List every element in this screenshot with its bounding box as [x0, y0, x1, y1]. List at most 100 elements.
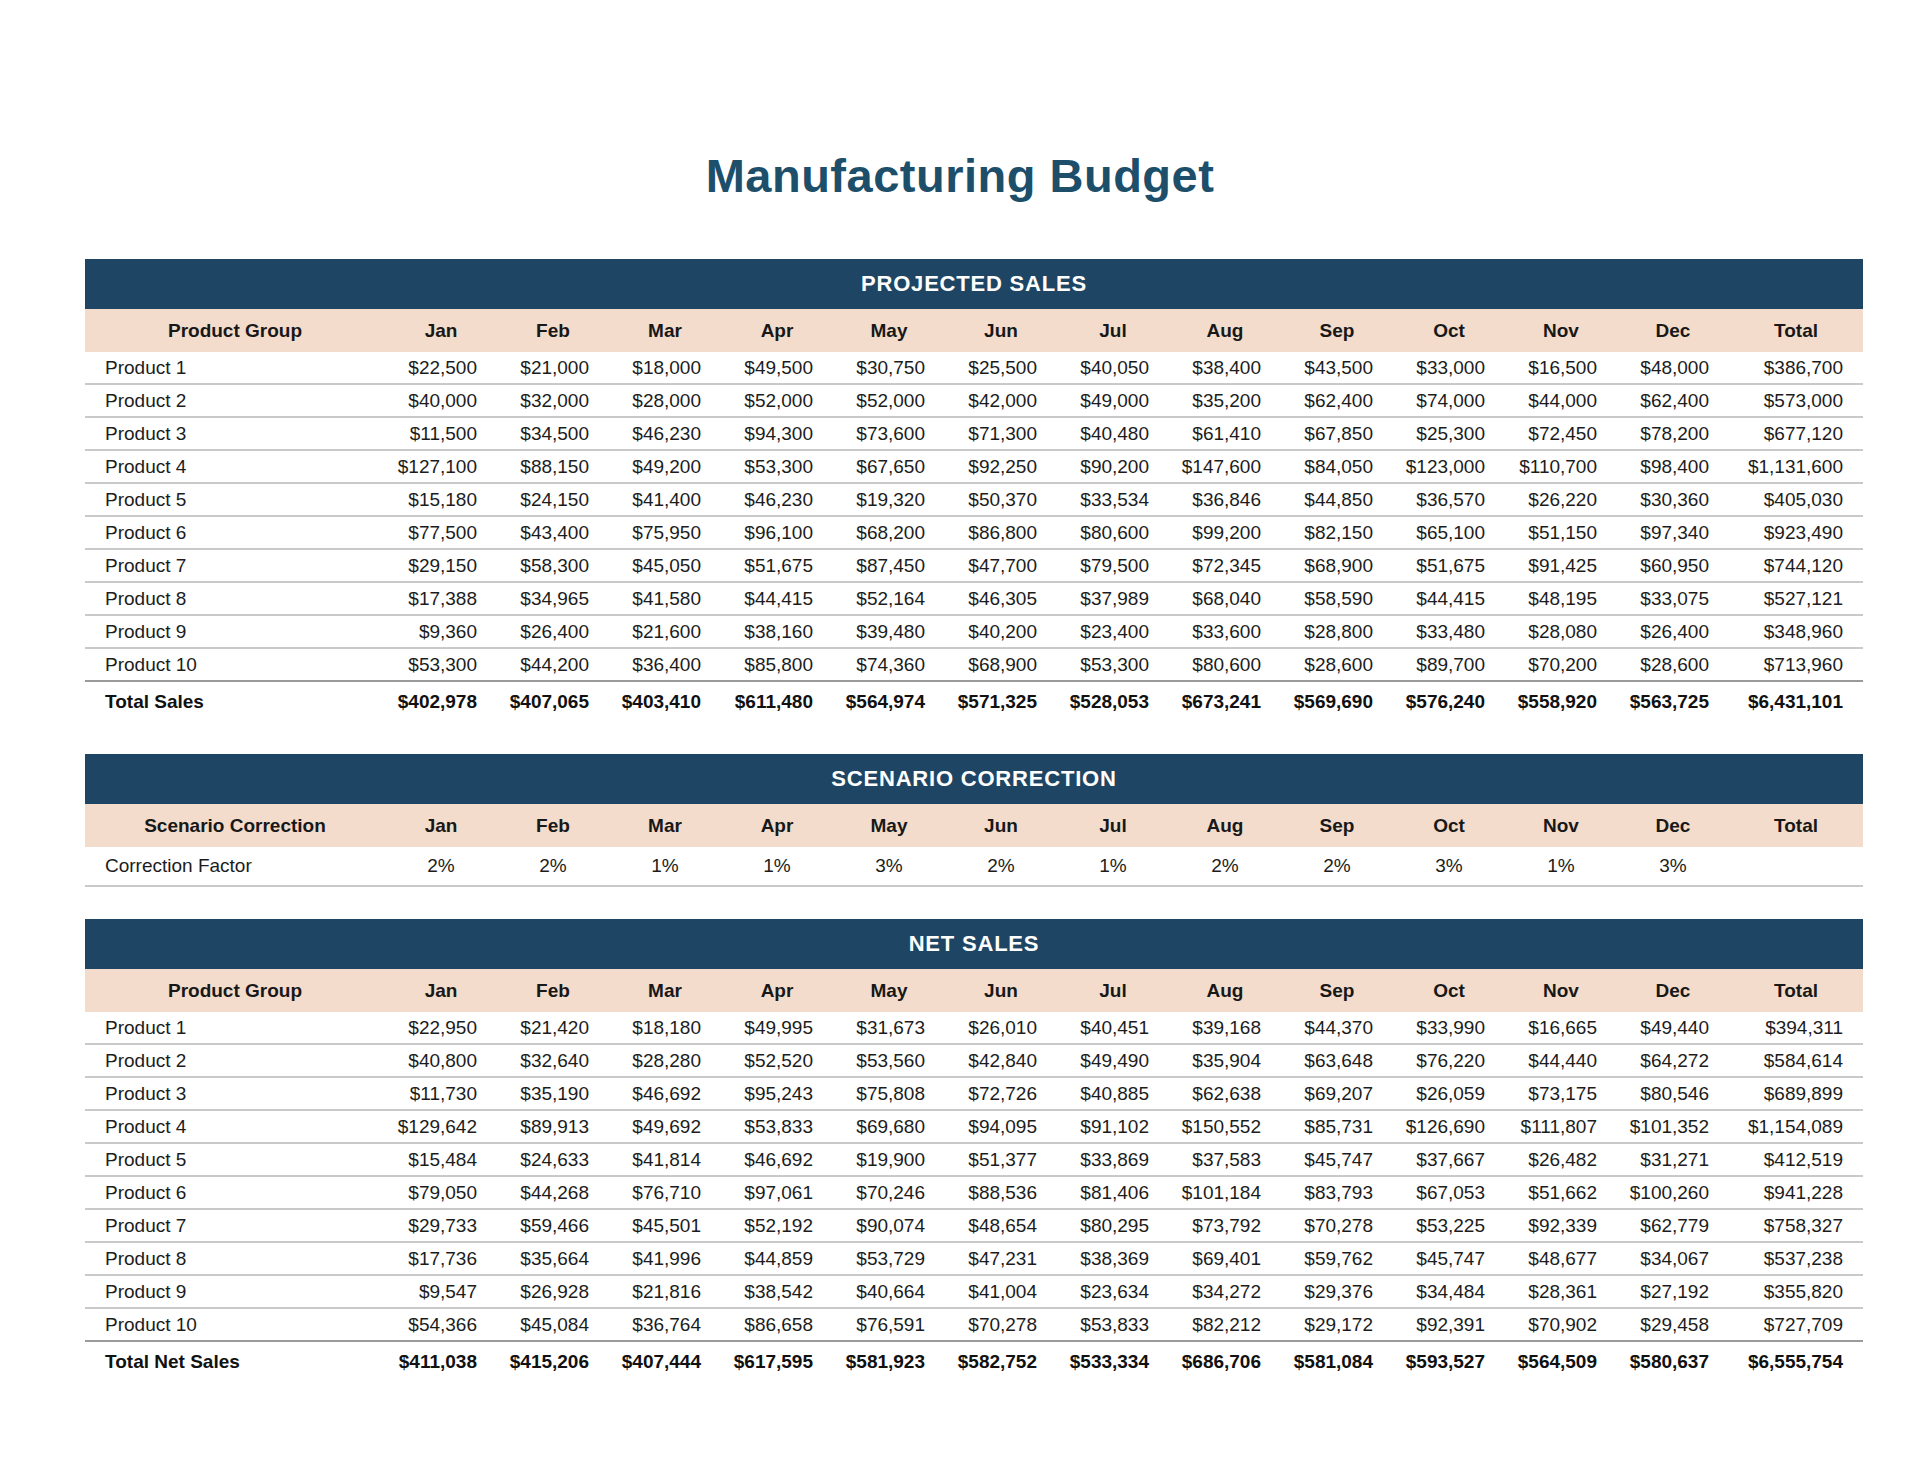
value-cell: $53,300 — [721, 450, 833, 483]
value-cell: $44,268 — [497, 1176, 609, 1209]
table-row: Product 10$54,366$45,084$36,764$86,658$7… — [85, 1308, 1863, 1341]
value-cell: $33,600 — [1169, 615, 1281, 648]
value-cell — [1729, 847, 1863, 886]
value-cell: $92,250 — [945, 450, 1057, 483]
value-cell: $48,000 — [1617, 352, 1729, 384]
value-cell: $30,750 — [833, 352, 945, 384]
value-cell: $49,000 — [1057, 384, 1169, 417]
month-header: Sep — [1281, 309, 1393, 352]
value-cell: $75,808 — [833, 1077, 945, 1110]
value-cell: $51,377 — [945, 1143, 1057, 1176]
value-cell: $53,560 — [833, 1044, 945, 1077]
value-cell: $38,160 — [721, 615, 833, 648]
row-label: Product 8 — [85, 582, 385, 615]
row-group-header: Product Group — [85, 309, 385, 352]
month-header: Feb — [497, 804, 609, 847]
table-row: Product 1$22,950$21,420$18,180$49,995$31… — [85, 1012, 1863, 1044]
value-cell: $28,800 — [1281, 615, 1393, 648]
manufacturing-budget-page: Manufacturing Budget PROJECTED SALES Pro… — [0, 0, 1920, 1382]
net-sales-section-title: NET SALES — [909, 931, 1040, 956]
month-header: May — [833, 804, 945, 847]
value-cell: $70,278 — [945, 1308, 1057, 1341]
table-row: Product 7$29,150$58,300$45,050$51,675$87… — [85, 549, 1863, 582]
value-cell: $31,271 — [1617, 1143, 1729, 1176]
value-cell: $386,700 — [1729, 352, 1863, 384]
value-cell: $65,100 — [1393, 516, 1505, 549]
value-cell: $11,500 — [385, 417, 497, 450]
value-cell: $1,131,600 — [1729, 450, 1863, 483]
value-cell: $1,154,089 — [1729, 1110, 1863, 1143]
value-cell: $40,800 — [385, 1044, 497, 1077]
value-cell: $68,200 — [833, 516, 945, 549]
value-cell: $59,762 — [1281, 1242, 1393, 1275]
value-cell: $689,899 — [1729, 1077, 1863, 1110]
value-cell: $15,180 — [385, 483, 497, 516]
value-cell: $744,120 — [1729, 549, 1863, 582]
total-value-cell: $415,206 — [497, 1341, 609, 1382]
value-cell: $29,458 — [1617, 1308, 1729, 1341]
net-sales-section: NET SALES Product GroupJanFebMarAprMayJu… — [85, 919, 1863, 1382]
value-cell: $23,400 — [1057, 615, 1169, 648]
value-cell: $70,200 — [1505, 648, 1617, 681]
value-cell: $75,950 — [609, 516, 721, 549]
value-cell: $64,272 — [1617, 1044, 1729, 1077]
value-cell: $727,709 — [1729, 1308, 1863, 1341]
value-cell: $62,779 — [1617, 1209, 1729, 1242]
value-cell: $40,885 — [1057, 1077, 1169, 1110]
value-cell: $9,547 — [385, 1275, 497, 1308]
value-cell: $82,212 — [1169, 1308, 1281, 1341]
total-row-label: Total Net Sales — [85, 1341, 385, 1382]
total-value-cell: $593,527 — [1393, 1341, 1505, 1382]
value-cell: $49,995 — [721, 1012, 833, 1044]
value-cell: $38,369 — [1057, 1242, 1169, 1275]
value-cell: $527,121 — [1729, 582, 1863, 615]
value-cell: $19,320 — [833, 483, 945, 516]
value-cell: $74,000 — [1393, 384, 1505, 417]
value-cell: $35,200 — [1169, 384, 1281, 417]
value-cell: $28,080 — [1505, 615, 1617, 648]
value-cell: $49,692 — [609, 1110, 721, 1143]
value-cell: $91,425 — [1505, 549, 1617, 582]
table-row: Product 2$40,000$32,000$28,000$52,000$52… — [85, 384, 1863, 417]
table-row: Product 8$17,388$34,965$41,580$44,415$52… — [85, 582, 1863, 615]
value-cell: $79,050 — [385, 1176, 497, 1209]
value-cell: $34,067 — [1617, 1242, 1729, 1275]
value-cell: $348,960 — [1729, 615, 1863, 648]
value-cell: $52,000 — [833, 384, 945, 417]
value-cell: $37,667 — [1393, 1143, 1505, 1176]
value-cell: $45,747 — [1393, 1242, 1505, 1275]
value-cell: $355,820 — [1729, 1275, 1863, 1308]
value-cell: 3% — [833, 847, 945, 886]
value-cell: $923,490 — [1729, 516, 1863, 549]
value-cell: $81,406 — [1057, 1176, 1169, 1209]
value-cell: $29,150 — [385, 549, 497, 582]
value-cell: $49,200 — [609, 450, 721, 483]
total-value-cell: $6,431,101 — [1729, 681, 1863, 722]
value-cell: $36,764 — [609, 1308, 721, 1341]
value-cell: $758,327 — [1729, 1209, 1863, 1242]
value-cell: $90,200 — [1057, 450, 1169, 483]
value-cell: $44,415 — [721, 582, 833, 615]
row-label: Product 5 — [85, 1143, 385, 1176]
value-cell: $98,400 — [1617, 450, 1729, 483]
value-cell: $51,675 — [721, 549, 833, 582]
value-cell: $53,833 — [1057, 1308, 1169, 1341]
value-cell: $111,807 — [1505, 1110, 1617, 1143]
value-cell: $91,102 — [1057, 1110, 1169, 1143]
value-cell: 1% — [609, 847, 721, 886]
table-row: Product 3$11,500$34,500$46,230$94,300$73… — [85, 417, 1863, 450]
value-cell: $394,311 — [1729, 1012, 1863, 1044]
total-value-cell: $564,509 — [1505, 1341, 1617, 1382]
value-cell: $52,520 — [721, 1044, 833, 1077]
value-cell: $53,833 — [721, 1110, 833, 1143]
value-cell: $18,000 — [609, 352, 721, 384]
value-cell: $29,733 — [385, 1209, 497, 1242]
total-value-cell: $582,752 — [945, 1341, 1057, 1382]
value-cell: $51,150 — [1505, 516, 1617, 549]
total-value-cell: $411,038 — [385, 1341, 497, 1382]
value-cell: $62,400 — [1617, 384, 1729, 417]
value-cell: $76,710 — [609, 1176, 721, 1209]
total-value-cell: $673,241 — [1169, 681, 1281, 722]
total-value-cell: $686,706 — [1169, 1341, 1281, 1382]
value-cell: $53,300 — [385, 648, 497, 681]
